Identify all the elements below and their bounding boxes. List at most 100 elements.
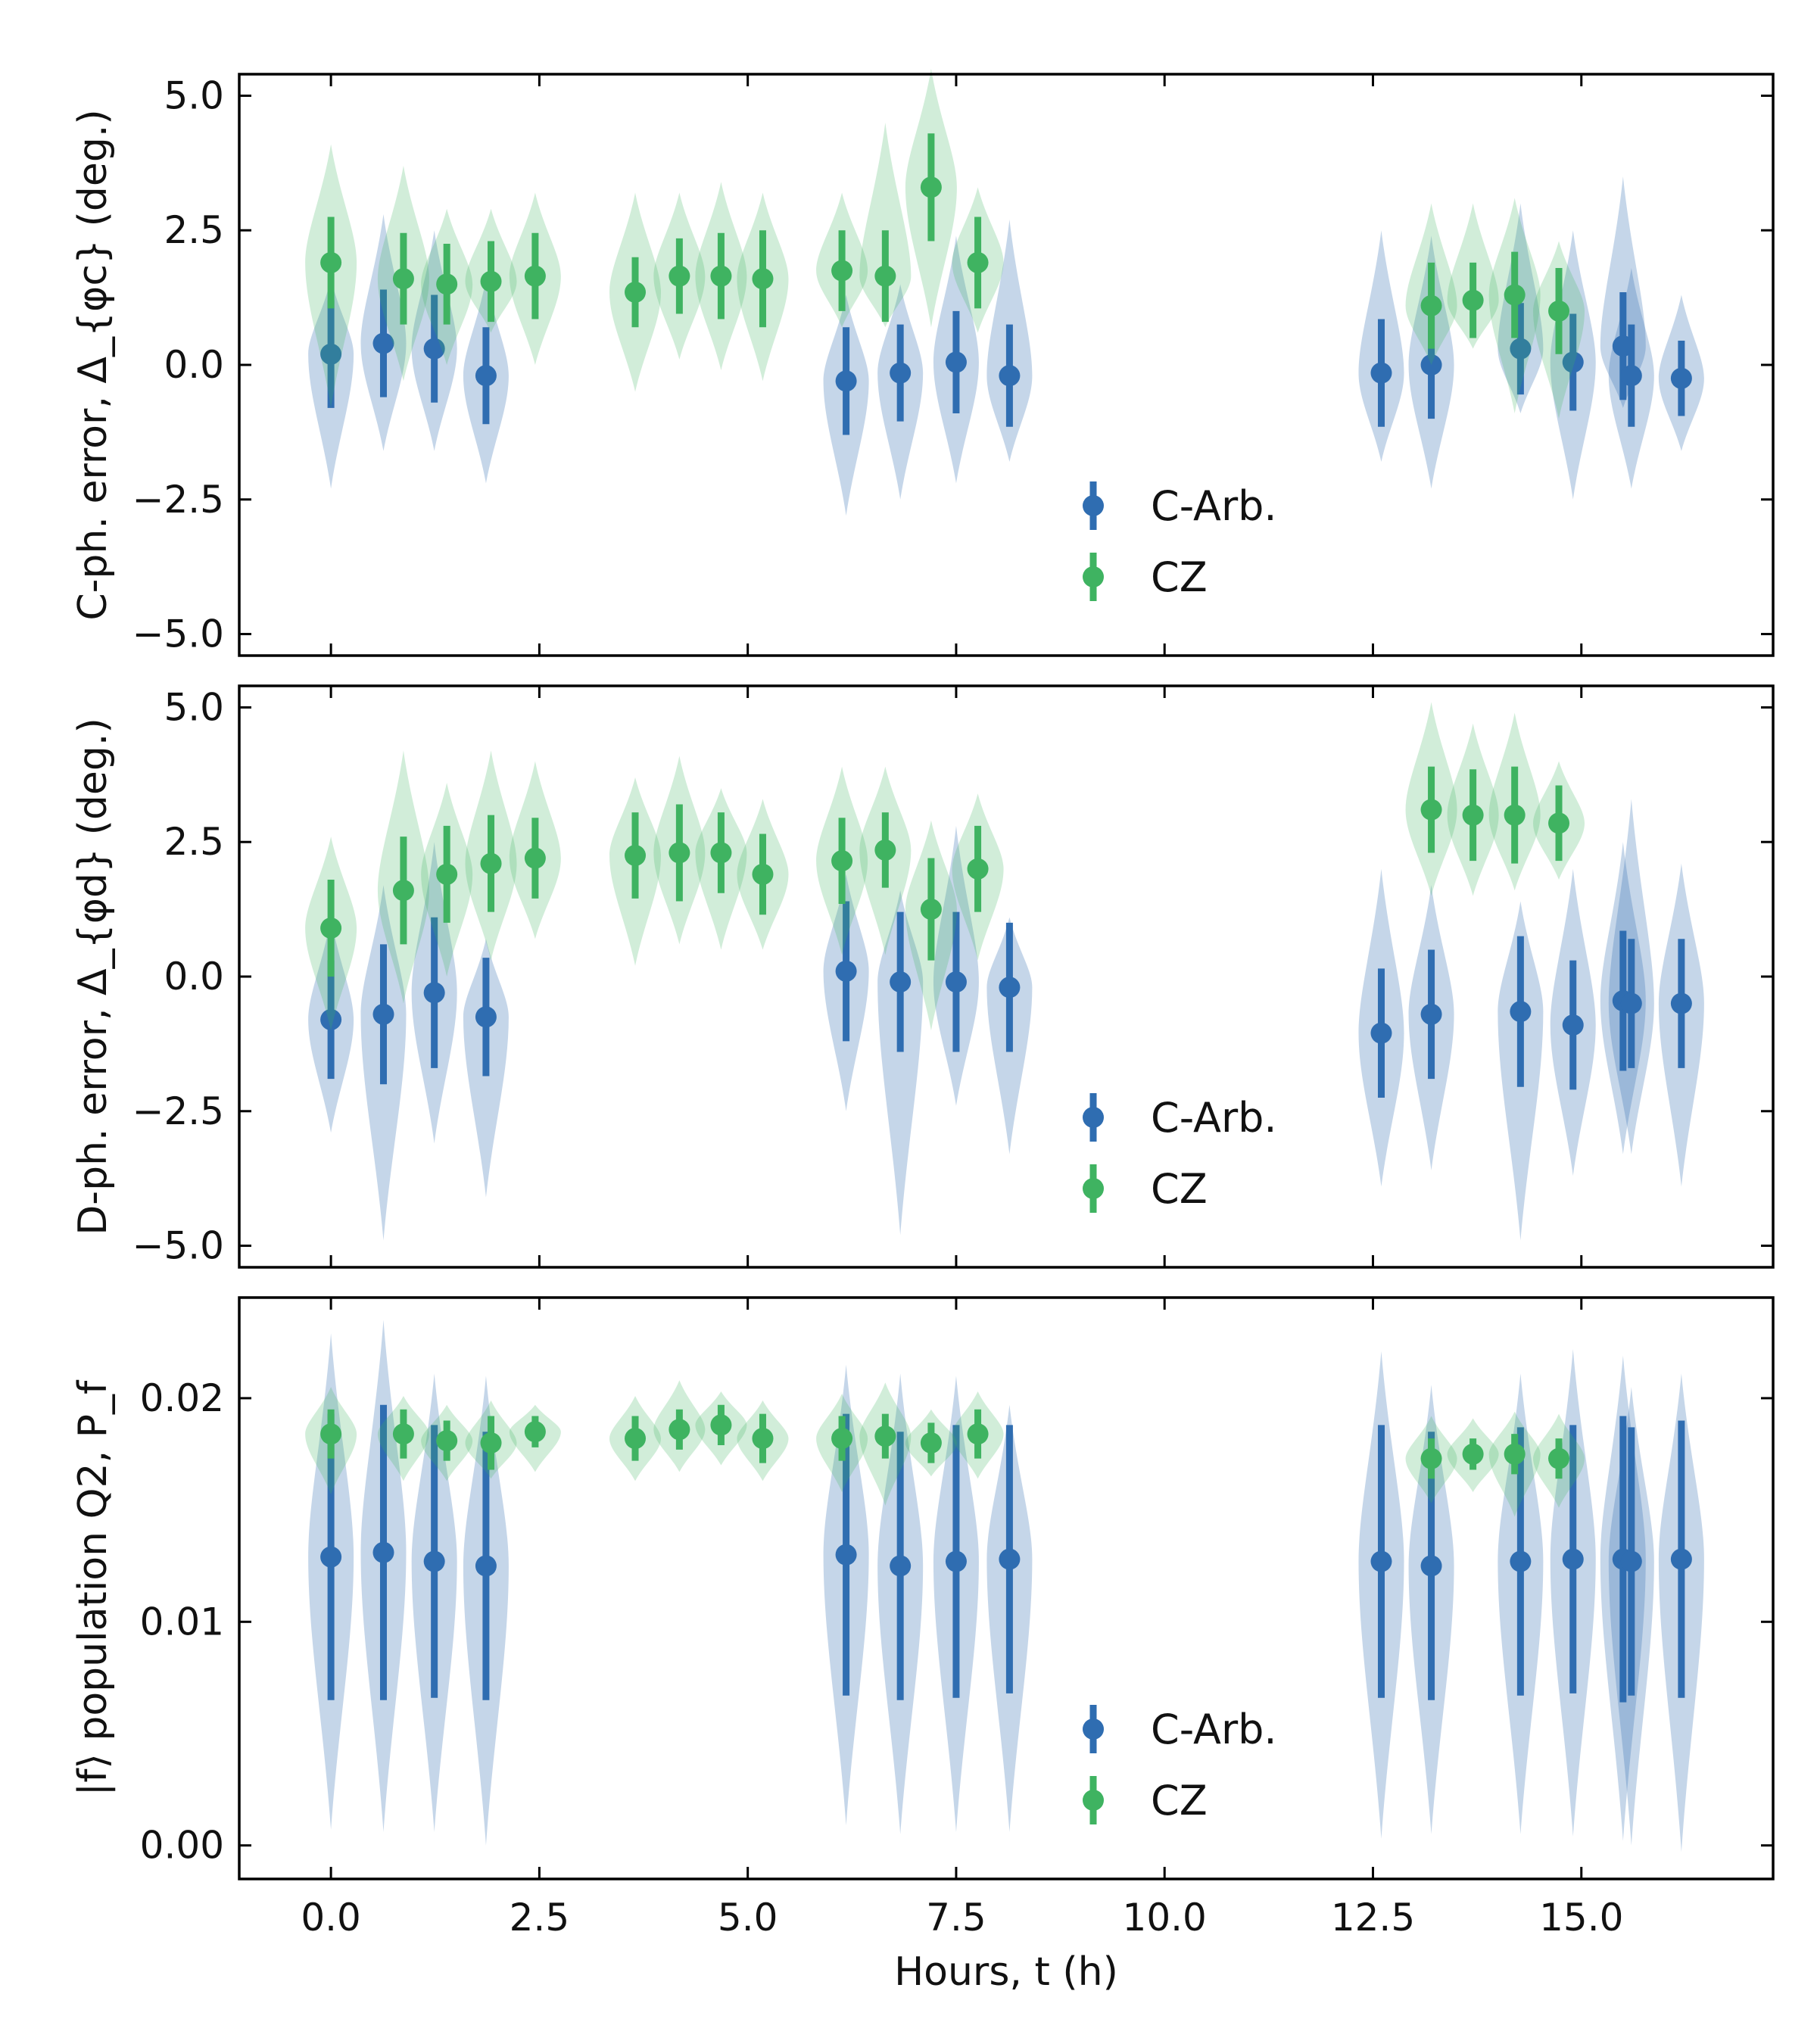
data-point <box>1420 1447 1442 1469</box>
data-point <box>1612 335 1634 357</box>
data-point <box>945 351 967 373</box>
data-point <box>423 1550 445 1572</box>
y-tick-label: −2.5 <box>132 478 224 522</box>
data-point <box>1420 1555 1442 1577</box>
series-c-arb <box>308 176 1704 516</box>
data-point <box>625 845 647 866</box>
data-point <box>945 1550 967 1572</box>
data-point <box>480 852 502 874</box>
data-point <box>320 1008 342 1030</box>
y-tick-label: 0.02 <box>140 1376 224 1420</box>
data-point <box>1620 992 1642 1014</box>
data-point <box>480 270 502 292</box>
legend-marker <box>1083 1107 1104 1128</box>
y-tick-label: 5.0 <box>164 685 224 729</box>
data-point <box>1370 362 1392 384</box>
y-tick-label: 2.5 <box>164 208 224 252</box>
data-point <box>710 842 732 864</box>
x-tick-label: 0.0 <box>301 1896 361 1940</box>
data-point <box>1548 812 1570 834</box>
data-point <box>1620 365 1642 387</box>
data-point <box>1420 354 1442 375</box>
axes-frame <box>238 73 1775 657</box>
series-cz <box>305 68 1585 419</box>
data-point <box>392 268 414 290</box>
data-point <box>890 362 912 384</box>
data-point <box>1462 804 1484 826</box>
data-point <box>874 1426 896 1447</box>
y-axis-label: |f⟩ population Q2, P_f <box>70 1379 116 1796</box>
data-point <box>1562 351 1584 373</box>
data-point <box>372 1003 394 1025</box>
data-point <box>945 971 967 993</box>
legend-marker <box>1083 495 1104 516</box>
data-point <box>831 1428 853 1450</box>
x-tick-label: 15.0 <box>1539 1896 1623 1940</box>
y-axis-label: C-ph. error, Δ_{φc} (deg.) <box>70 109 116 620</box>
violin <box>859 123 912 328</box>
data-point <box>392 880 414 902</box>
data-point <box>1504 804 1526 826</box>
data-point <box>710 265 732 287</box>
legend-label: CZ <box>1151 1777 1208 1824</box>
data-point <box>1420 1003 1442 1025</box>
data-point <box>920 1432 942 1454</box>
data-point <box>831 850 853 872</box>
series-c-arb <box>308 799 1704 1241</box>
data-point <box>372 1541 394 1563</box>
data-point <box>1510 338 1532 360</box>
data-point <box>524 1421 546 1443</box>
data-point <box>320 1546 342 1568</box>
data-point <box>1370 1550 1392 1572</box>
legend-label: CZ <box>1151 1165 1208 1213</box>
data-point <box>320 1423 342 1445</box>
panel-f-population: 0.02 0.01 0.00 0.0 2.5 5.0 7.5 10.0 12.5 15.0 |f⟩ … <box>70 1296 1775 1995</box>
data-point <box>1670 367 1692 389</box>
x-tick-label: 10.0 <box>1123 1896 1207 1940</box>
legend-marker <box>1083 1718 1104 1740</box>
y-tick-label: 2.5 <box>164 820 224 864</box>
series-cz <box>305 702 1585 1031</box>
data-point <box>524 265 546 287</box>
x-tick-label: 2.5 <box>510 1896 570 1940</box>
data-point <box>967 858 989 880</box>
data-point <box>320 343 342 365</box>
series-cz <box>305 1380 1585 1517</box>
legend-marker <box>1083 566 1104 587</box>
data-point <box>669 1419 690 1441</box>
axes-frame <box>238 684 1775 1269</box>
data-point <box>1504 1443 1526 1465</box>
data-point <box>874 265 896 287</box>
data-point <box>890 971 912 993</box>
data-point <box>625 1428 647 1450</box>
data-point <box>890 1555 912 1577</box>
data-point <box>835 960 857 982</box>
legend-label: C-Arb. <box>1151 482 1277 530</box>
y-tick-label: −2.5 <box>132 1089 224 1133</box>
data-point <box>1548 1447 1570 1469</box>
data-point <box>436 863 458 885</box>
y-tick-label: 0.00 <box>140 1824 224 1868</box>
data-point <box>669 842 690 864</box>
data-point <box>967 1423 989 1445</box>
data-point <box>1420 294 1442 316</box>
data-point <box>1548 300 1570 322</box>
data-point <box>480 1432 502 1454</box>
data-point <box>967 251 989 273</box>
data-point <box>831 260 853 282</box>
legend-marker <box>1083 1790 1104 1811</box>
legend-marker <box>1083 1178 1104 1199</box>
panel-d-phase-error: 5.0 2.5 0.0 −2.5 −5.0 D-ph. error, Δ_{φd} (de… <box>70 684 1775 1269</box>
data-point <box>874 839 896 861</box>
y-tick-label: 0.01 <box>140 1600 224 1644</box>
x-axis-label: Hours, t (h) <box>894 1949 1118 1995</box>
data-point <box>1504 284 1526 306</box>
x-tick-label: 5.0 <box>718 1896 778 1940</box>
legend-label: C-Arb. <box>1151 1094 1277 1142</box>
legend-label: C-Arb. <box>1151 1706 1277 1753</box>
legend: C-Arb. CZ <box>1083 1705 1277 1824</box>
data-point <box>1462 289 1484 311</box>
panel-c-phase-error: 5.0 2.5 0.0 −2.5 −5.0 C-ph. error, Δ_{φc} (de… <box>70 68 1775 657</box>
data-point <box>436 1430 458 1452</box>
